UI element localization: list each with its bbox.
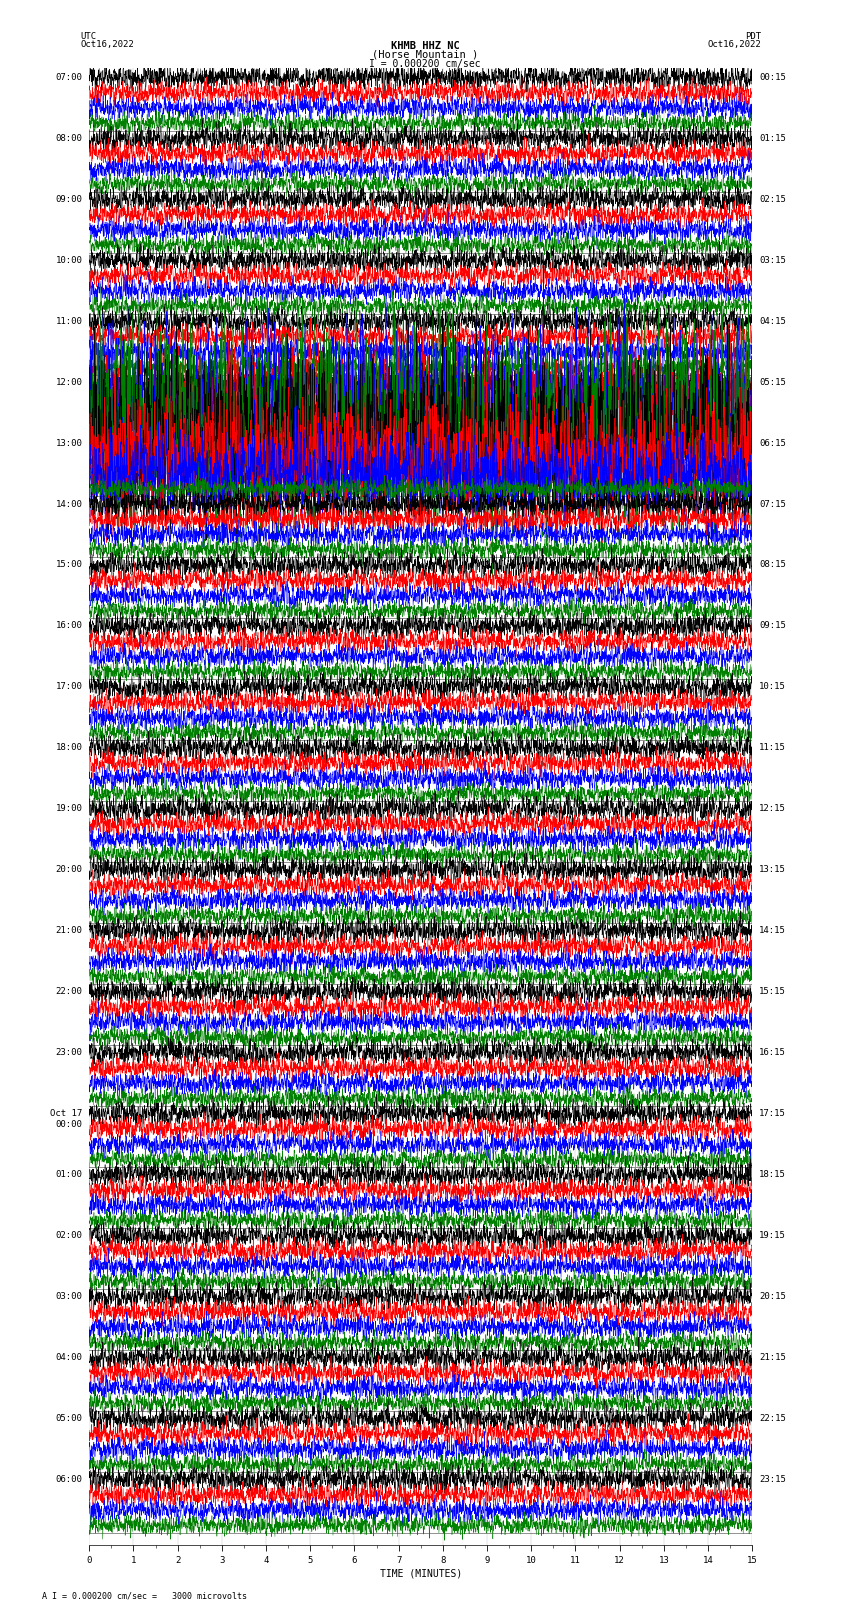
Text: 22:00: 22:00 — [56, 987, 82, 997]
Text: 17:00: 17:00 — [56, 682, 82, 692]
Text: (Horse Mountain ): (Horse Mountain ) — [371, 50, 478, 60]
Text: UTC: UTC — [81, 32, 97, 40]
Text: 02:00: 02:00 — [56, 1231, 82, 1240]
Text: 07:00: 07:00 — [56, 73, 82, 82]
Text: 02:15: 02:15 — [759, 195, 785, 203]
Text: A I = 0.000200 cm/sec =   3000 microvolts: A I = 0.000200 cm/sec = 3000 microvolts — [42, 1590, 247, 1600]
Text: 21:15: 21:15 — [759, 1353, 785, 1361]
Text: 07:15: 07:15 — [759, 500, 785, 508]
Text: Oct16,2022: Oct16,2022 — [707, 40, 761, 50]
Text: 00:15: 00:15 — [759, 73, 785, 82]
Text: 14:15: 14:15 — [759, 926, 785, 936]
Text: 09:00: 09:00 — [56, 195, 82, 203]
Text: 12:15: 12:15 — [759, 805, 785, 813]
Text: 09:15: 09:15 — [759, 621, 785, 631]
Text: 23:00: 23:00 — [56, 1048, 82, 1057]
Text: 23:15: 23:15 — [759, 1474, 785, 1484]
Text: 18:15: 18:15 — [759, 1169, 785, 1179]
Text: 18:00: 18:00 — [56, 744, 82, 752]
Text: 03:15: 03:15 — [759, 256, 785, 265]
Text: Oct16,2022: Oct16,2022 — [81, 40, 134, 50]
Text: 13:15: 13:15 — [759, 865, 785, 874]
Text: 20:15: 20:15 — [759, 1292, 785, 1302]
Text: 08:00: 08:00 — [56, 134, 82, 144]
Text: 12:00: 12:00 — [56, 377, 82, 387]
Text: 17:15: 17:15 — [759, 1110, 785, 1118]
Text: 05:15: 05:15 — [759, 377, 785, 387]
Text: 01:15: 01:15 — [759, 134, 785, 144]
Text: 11:15: 11:15 — [759, 744, 785, 752]
Text: PDT: PDT — [745, 32, 761, 40]
Text: 08:15: 08:15 — [759, 560, 785, 569]
Text: 06:00: 06:00 — [56, 1474, 82, 1484]
Text: 22:15: 22:15 — [759, 1415, 785, 1423]
Text: 14:00: 14:00 — [56, 500, 82, 508]
Text: 16:15: 16:15 — [759, 1048, 785, 1057]
Text: 19:00: 19:00 — [56, 805, 82, 813]
Text: 20:00: 20:00 — [56, 865, 82, 874]
Text: 04:15: 04:15 — [759, 316, 785, 326]
Text: I = 0.000200 cm/sec: I = 0.000200 cm/sec — [369, 58, 481, 69]
Text: 05:00: 05:00 — [56, 1415, 82, 1423]
Text: 21:00: 21:00 — [56, 926, 82, 936]
Text: 04:00: 04:00 — [56, 1353, 82, 1361]
Text: 15:00: 15:00 — [56, 560, 82, 569]
Text: 16:00: 16:00 — [56, 621, 82, 631]
Text: 13:00: 13:00 — [56, 439, 82, 447]
Text: 06:15: 06:15 — [759, 439, 785, 447]
Text: KHMB HHZ NC: KHMB HHZ NC — [391, 40, 459, 50]
Text: 19:15: 19:15 — [759, 1231, 785, 1240]
Text: 11:00: 11:00 — [56, 316, 82, 326]
Text: 03:00: 03:00 — [56, 1292, 82, 1302]
Text: 15:15: 15:15 — [759, 987, 785, 997]
Text: 10:15: 10:15 — [759, 682, 785, 692]
Text: 10:00: 10:00 — [56, 256, 82, 265]
Text: 01:00: 01:00 — [56, 1169, 82, 1179]
X-axis label: TIME (MINUTES): TIME (MINUTES) — [380, 1569, 462, 1579]
Text: Oct 17
00:00: Oct 17 00:00 — [50, 1110, 82, 1129]
